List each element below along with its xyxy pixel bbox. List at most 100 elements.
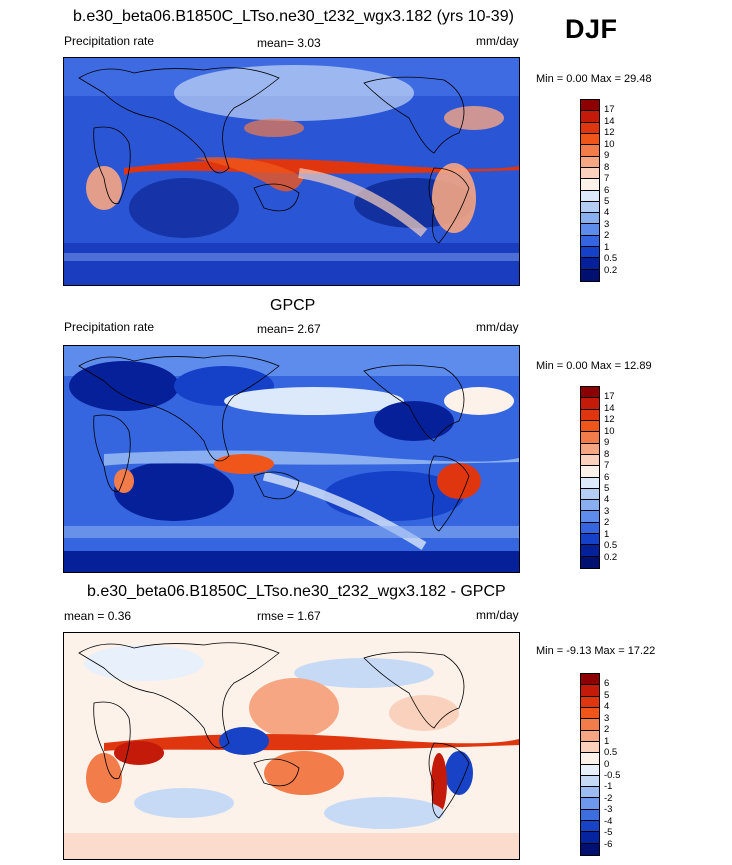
colorbar-swatch	[581, 809, 599, 822]
panel1-mean-label: mean= 3.03	[257, 36, 321, 50]
colorbar-tick-label: 6	[604, 471, 610, 483]
colorbar-tick-label: 8	[604, 161, 610, 173]
colorbar-tick-label: -6	[604, 838, 613, 850]
panel3-rmse-label: rmse = 1.67	[257, 609, 321, 623]
panel2-mean-label: mean= 2.67	[257, 322, 321, 336]
colorbar-tick-label: 1	[604, 735, 610, 747]
colorbar-swatch	[581, 420, 599, 433]
colorbar-tick-label: 0.5	[604, 253, 618, 265]
colorbar-swatch	[581, 730, 599, 742]
colorbar-swatch	[581, 500, 599, 512]
colorbar-tick-label: -4	[604, 815, 613, 827]
panel1-minmax: Min = 0.00 Max = 29.48	[536, 73, 652, 85]
colorbar-swatch	[581, 201, 599, 214]
colorbar-swatch	[581, 696, 599, 708]
colorbar-swatch	[581, 832, 599, 844]
colorbar-swatch	[581, 775, 599, 788]
colorbar-swatch	[581, 122, 599, 134]
colorbar-swatch	[581, 111, 599, 123]
colorbar-tick-label: 9	[604, 437, 610, 449]
colorbar-tick-label: 10	[604, 138, 615, 150]
colorbar-tick-label: 0	[604, 758, 610, 770]
colorbar-swatch	[581, 764, 599, 776]
colorbar-tick-label: 14	[604, 402, 615, 414]
season-label: DJF	[565, 14, 618, 44]
colorbar-swatch	[581, 685, 599, 697]
panel1-units: mm/day	[476, 34, 519, 48]
panel2-minmax: Min = 0.00 Max = 12.89	[536, 360, 652, 372]
colorbar-tick-label: -1	[604, 781, 613, 793]
colorbar-tick-label: 0.2	[604, 551, 618, 563]
colorbar-swatch	[581, 133, 599, 146]
colorbar-swatch	[581, 258, 599, 270]
panel3-minmax: Min = -9.13 Max = 17.22	[536, 645, 656, 657]
panel3-colorbar	[580, 673, 600, 856]
colorbar-tick-label: 7	[604, 460, 610, 472]
panel2-units: mm/day	[476, 320, 519, 334]
colorbar-swatch	[581, 432, 599, 444]
panel2-colorbar	[580, 386, 600, 569]
colorbar-tick-label: 17	[604, 104, 615, 116]
panel2-left-label: Precipitation rate	[64, 320, 155, 334]
panel3-mean-label: mean = 0.36	[64, 609, 132, 623]
colorbar-swatch	[581, 443, 599, 455]
colorbar-tick-label: 5	[604, 689, 610, 701]
panel3-map	[63, 632, 520, 860]
colorbar-swatch	[581, 707, 599, 720]
colorbar-swatch	[581, 719, 599, 731]
colorbar-tick-label: 3	[604, 218, 610, 230]
colorbar-swatch	[581, 477, 599, 489]
colorbar-swatch	[581, 674, 599, 686]
colorbar-swatch	[581, 545, 599, 557]
colorbar-tick-label: 0.5	[604, 540, 618, 552]
colorbar-swatch	[581, 741, 599, 754]
colorbar-tick-label: 4	[604, 701, 610, 713]
colorbar-tick-label: -2	[604, 792, 613, 804]
colorbar-tick-label: 8	[604, 448, 610, 460]
colorbar-tick-label: 5	[604, 482, 610, 494]
colorbar-tick-label: 5	[604, 195, 610, 207]
colorbar-tick-label: -5	[604, 827, 613, 839]
colorbar-swatch	[581, 398, 599, 410]
colorbar-swatch	[581, 190, 599, 202]
colorbar-swatch	[581, 235, 599, 248]
colorbar-tick-label: 1	[604, 241, 610, 253]
colorbar-swatch	[581, 534, 599, 546]
colorbar-tick-label: 2	[604, 724, 610, 736]
colorbar-swatch	[581, 843, 599, 855]
colorbar-tick-label: 2	[604, 230, 610, 242]
colorbar-swatch	[581, 269, 599, 281]
colorbar-tick-label: 1	[604, 528, 610, 540]
colorbar-swatch	[581, 798, 599, 810]
colorbar-swatch	[581, 821, 599, 833]
colorbar-swatch	[581, 488, 599, 501]
colorbar-tick-label: 17	[604, 391, 615, 403]
colorbar-swatch	[581, 511, 599, 523]
colorbar-swatch	[581, 247, 599, 259]
colorbar-swatch	[581, 454, 599, 467]
colorbar-swatch	[581, 787, 599, 799]
panel1-colorbar	[580, 99, 600, 282]
colorbar-swatch	[581, 522, 599, 535]
colorbar-tick-label: 2	[604, 517, 610, 529]
colorbar-tick-label: 10	[604, 425, 615, 437]
colorbar-swatch	[581, 224, 599, 236]
colorbar-swatch	[581, 100, 599, 112]
panel1-title: b.e30_beta06.B1850C_LTso.ne30_t232_wgx3.…	[73, 8, 514, 25]
panel1-left-label: Precipitation rate	[64, 34, 155, 48]
colorbar-tick-label: 4	[604, 207, 610, 219]
colorbar-tick-label: 0.5	[604, 747, 618, 759]
panel2-title: GPCP	[270, 297, 316, 314]
colorbar-swatch	[581, 556, 599, 568]
colorbar-swatch	[581, 466, 599, 478]
colorbar-tick-label: 6	[604, 184, 610, 196]
colorbar-tick-label: -0.5	[604, 769, 621, 781]
panel3-units: mm/day	[476, 608, 519, 622]
colorbar-swatch	[581, 387, 599, 399]
colorbar-tick-label: 7	[604, 173, 610, 185]
colorbar-tick-label: 9	[604, 150, 610, 162]
colorbar-tick-label: -3	[604, 804, 613, 816]
colorbar-swatch	[581, 409, 599, 421]
colorbar-swatch	[581, 156, 599, 168]
panel2-map	[63, 345, 520, 573]
